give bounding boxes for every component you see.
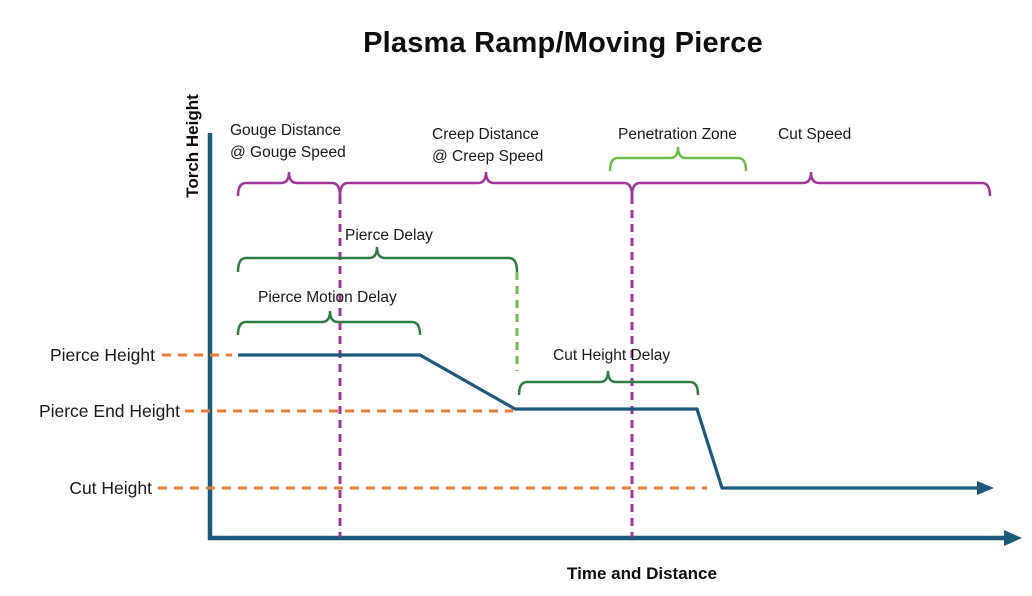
pierce-end-height-label: Pierce End Height	[38, 401, 180, 421]
x-axis-label: Time and Distance	[567, 564, 717, 583]
creep-distance-label: Creep Distance @ Creep Speed	[432, 124, 543, 168]
gouge-distance-brace	[236, 171, 342, 197]
cut-height-label: Cut Height	[69, 478, 152, 498]
penetration-zone-brace	[608, 146, 748, 172]
pierce-motion-delay-brace	[236, 310, 422, 336]
creep-distance-label-line2: @ Creep Speed	[432, 148, 544, 165]
cut-height-delay-brace	[517, 370, 700, 396]
cut-height-delay-label: Cut Height Delay	[553, 347, 671, 364]
torch-height-profile-line	[238, 353, 980, 490]
creep-distance-label-line1: Creep Distance	[432, 126, 539, 143]
cut-speed-brace	[630, 171, 992, 197]
pierce-delay-brace	[236, 246, 519, 273]
x-axis-arrowhead-icon	[1004, 530, 1022, 546]
y-axis-label: Torch Height	[183, 94, 202, 198]
gouge-distance-label-line2: @ Gouge Speed	[230, 144, 346, 161]
page-title: Plasma Ramp/Moving Pierce	[363, 27, 763, 59]
penetration-zone-label: Penetration Zone	[618, 126, 737, 143]
pierce-height-label: Pierce Height	[49, 345, 155, 365]
pierce-delay-label: Pierce Delay	[345, 227, 433, 244]
cut-speed-label: Cut Speed	[778, 126, 852, 143]
gouge-distance-label: Gouge Distance @ Gouge Speed	[230, 120, 346, 164]
gouge-distance-label-line1: Gouge Distance	[230, 122, 342, 139]
pierce-motion-delay-label: Pierce Motion Delay	[258, 289, 397, 306]
torch-profile-arrowhead-icon	[977, 481, 994, 495]
creep-distance-brace	[338, 171, 634, 197]
